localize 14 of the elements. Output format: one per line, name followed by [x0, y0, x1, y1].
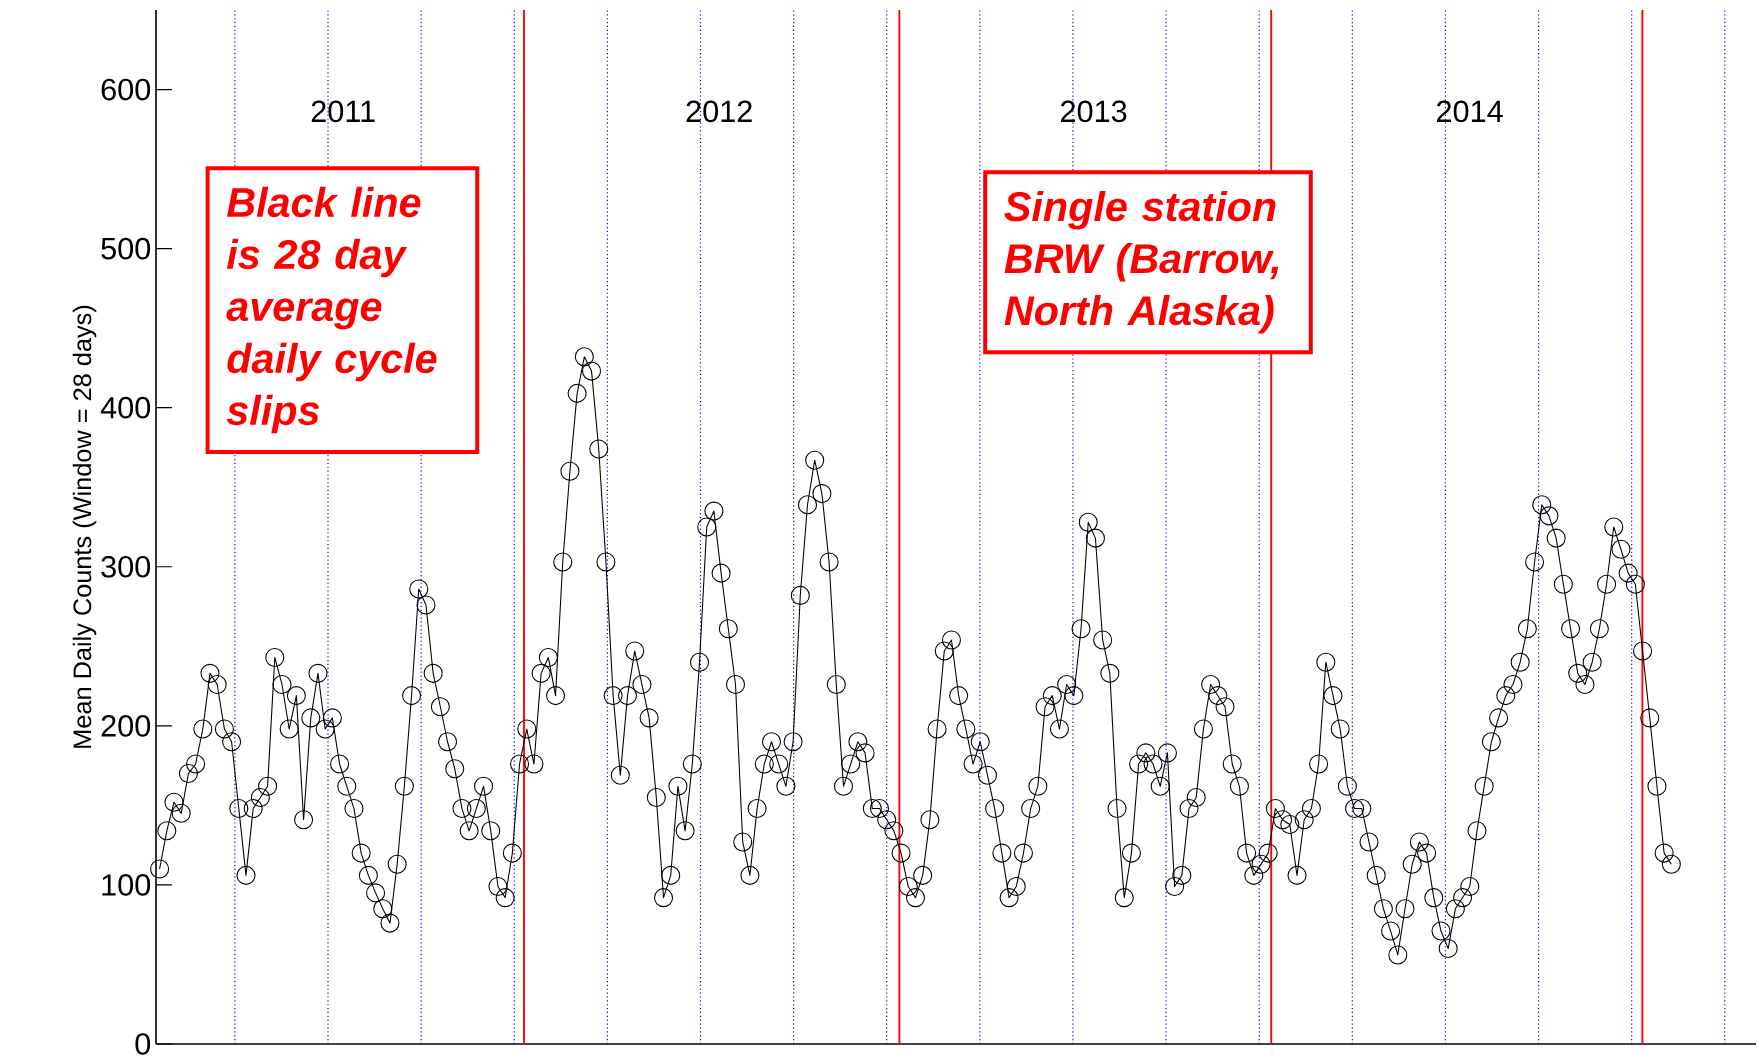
annotation: 2012 — [686, 100, 752, 123]
annotation: Black line is 28 day average daily cycle slips — [226, 186, 437, 434]
y-tick-label: 400 — [100, 396, 151, 419]
y-tick-label: 100 — [102, 874, 151, 896]
y-tick-label: 200 — [101, 714, 151, 737]
annotation: Single station BRW (Barrow, North Alaska) — [1004, 190, 1279, 334]
annotation: 2014 — [1437, 100, 1503, 123]
y-tick-label: 300 — [101, 555, 151, 578]
y-tick-label: 500 — [101, 237, 151, 260]
annotation: 2011 — [311, 100, 375, 123]
y-tick-label: 0 — [135, 1033, 151, 1055]
y-tick-label: 600 — [101, 78, 151, 101]
annotation: 2013 — [1061, 100, 1127, 123]
y-axis-title: Mean Daily Counts (Window = 28 days) — [72, 305, 97, 748]
